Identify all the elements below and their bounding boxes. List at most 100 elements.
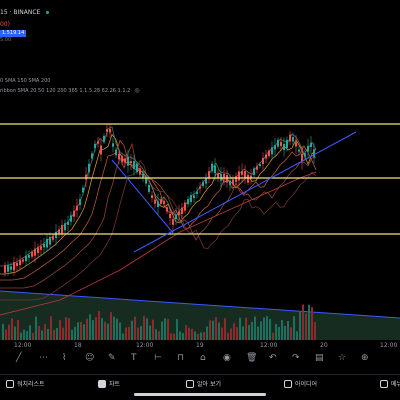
trash-icon[interactable]: 🗑 [246,353,258,363]
volume-bar [110,312,112,340]
candle-body [79,199,81,205]
volume-bar [23,329,25,340]
candle-body [25,255,27,262]
volume-bar [83,324,85,340]
text-tool-icon[interactable]: T [131,353,137,363]
time-axis[interactable]: 12:00 18 12:00 19 12:00 20 12:00 [0,340,400,352]
candle-body [88,163,90,173]
volume-bar [176,319,178,340]
volume-bar [119,322,121,340]
candle-body [139,168,141,175]
candle-body [136,163,138,173]
chart-area[interactable]: 15 · BINANCE 00) 1.519.14 5.00 0 SMA 150… [0,0,400,340]
brush-icon[interactable]: ✎ [108,353,116,363]
candle-body [220,173,222,181]
volume-bar [5,329,7,340]
candle-body [133,161,135,169]
volume-bar [170,333,172,340]
volume-bar [311,306,313,340]
indicator-legend-sma[interactable]: 0 SMA 150 SMA 200 [0,78,50,84]
volume-bar [146,318,148,340]
volume-bar [218,322,220,340]
volume-bar [149,325,151,340]
undo-icon[interactable]: ↶ [269,353,277,363]
measure-icon[interactable]: ⊢ [154,353,162,363]
candle-body [16,262,18,266]
volume-bar [161,321,163,340]
candle-body [58,229,60,235]
candle-body [121,155,123,163]
volume-bar [65,317,67,340]
candle-body [289,134,291,142]
candle-body [313,149,315,158]
volume-bar [152,319,154,340]
crosshair-icon[interactable]: ⊕ [361,353,369,363]
candle-body [52,236,54,240]
magnet-icon[interactable]: ⊓ [177,353,185,363]
chart-legend: 15 · BINANCE 00) 1.519.14 5.00 [0,9,50,43]
volume-bar [248,325,250,340]
volume-bar [230,328,232,340]
market-status-icon [46,11,50,14]
volume-bar [173,333,175,340]
redo-icon[interactable]: ↷ [292,353,300,363]
candle-body [142,173,144,179]
line-tool-icon[interactable]: ╱ [16,353,22,363]
volume-bar [164,318,166,340]
tab-explore[interactable]: 알아 보기 [186,379,221,388]
volume-bar [233,323,235,340]
emoji-icon[interactable]: ☺ [85,353,95,363]
candle-body [235,176,237,182]
candle-body [175,214,177,220]
price-chart[interactable] [0,0,400,340]
tab-chart[interactable]: 차트 [98,379,120,388]
volume-bar [98,310,100,340]
tab-label: 차트 [109,381,121,388]
pattern-tool-icon[interactable]: ⌇ [62,353,67,363]
volume-bar [182,333,184,340]
volume-bar [50,316,52,340]
volume-bar [122,333,124,340]
time-axis-label: 20 [320,342,328,349]
star-icon[interactable]: ☆ [338,353,347,363]
indicator-legend-ribbon[interactable]: ribbon SMA 20 50 120 200 365 1.1.5.28 62… [0,87,140,94]
symbol-title: 15 · BINANCE [0,9,41,16]
candle-body [223,173,225,179]
candle-body [226,174,228,183]
eye-icon[interactable]: ◉ [223,353,231,363]
volume-bar [224,318,226,340]
explore-icon [186,379,194,388]
candle-body [118,153,120,160]
tab-watchlist[interactable]: 워치리스트 [6,379,45,388]
candle-body [286,139,288,149]
ascending-trendline [133,131,357,253]
candle-body [112,143,114,147]
layers-icon[interactable]: ▤ [315,353,324,363]
volume-bar [26,331,28,340]
volume-bar [104,321,106,340]
candle-body [34,248,36,256]
candle-body [193,195,195,199]
candle-body [13,262,15,271]
lock-icon[interactable]: ⌂ [200,353,206,363]
fib-tool-icon[interactable]: ⋯ [39,353,48,363]
volume-trendline [0,290,400,319]
tab-ideas[interactable]: 아이디어 [284,379,317,388]
time-axis-label: 19 [196,342,204,349]
candle-body [76,205,78,211]
volume-bar [200,332,202,340]
volume-bar [185,325,187,340]
drawing-toolbar: ╱ ⋯ ⌇ ☺ ✎ T ⊢ ⊓ ⌂ ◉ 🗑 ↶ ↷ ▤ ☆ ⊕ [0,353,400,367]
candle-body [205,178,207,184]
tab-menu[interactable]: 메뉴 [380,379,400,388]
volume-bar [260,321,262,340]
eye-icon[interactable]: ◎ [134,87,140,94]
candle-body [31,251,33,257]
volume-bar [269,319,271,340]
candle-body [304,153,306,157]
candle-body [73,210,75,217]
watchlist-icon [6,379,14,388]
candle-body [250,175,252,178]
volume-bar [53,329,55,340]
candle-body [28,255,30,258]
